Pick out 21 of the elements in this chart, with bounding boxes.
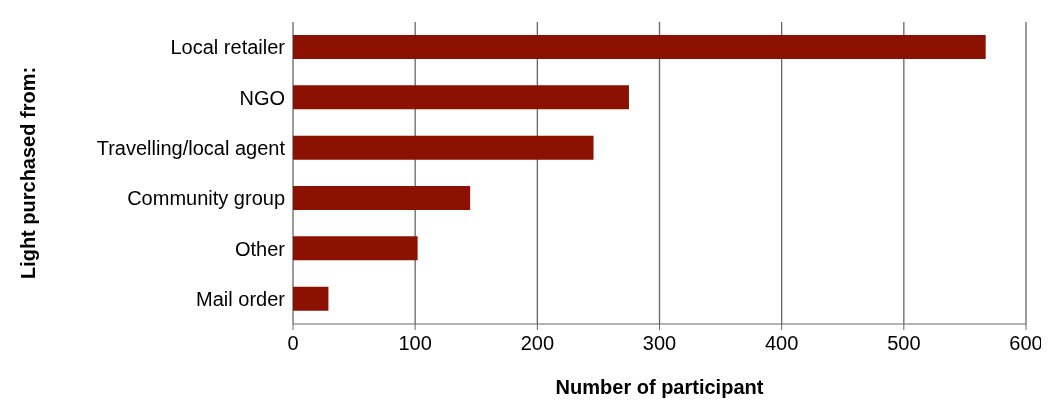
y-tick-label: Travelling/local agent — [96, 136, 286, 159]
bar — [293, 85, 629, 110]
bar — [293, 236, 418, 261]
x-tick-label: 300 — [642, 332, 677, 355]
x-tick-label: 0 — [287, 332, 299, 355]
bar — [293, 286, 329, 311]
y-tick-label: NGO — [239, 86, 285, 109]
bar — [293, 186, 471, 210]
x-tick-label: 100 — [398, 332, 432, 355]
x-tick-label: 500 — [887, 332, 921, 355]
y-tick-label: Local retailer — [170, 36, 286, 59]
x-tick-label: 600 — [1009, 332, 1043, 355]
bar — [293, 135, 594, 160]
y-axis-title: Light purchased from: — [17, 66, 40, 280]
x-tick-label: 200 — [520, 332, 555, 355]
y-tick-label: Community group — [127, 187, 285, 210]
bar — [293, 35, 986, 59]
y-tick-label: Other — [234, 237, 286, 260]
x-axis-title: Number of participant — [555, 376, 764, 398]
x-tick-label: 400 — [764, 332, 799, 355]
y-tick-label: Mail order — [196, 287, 286, 310]
